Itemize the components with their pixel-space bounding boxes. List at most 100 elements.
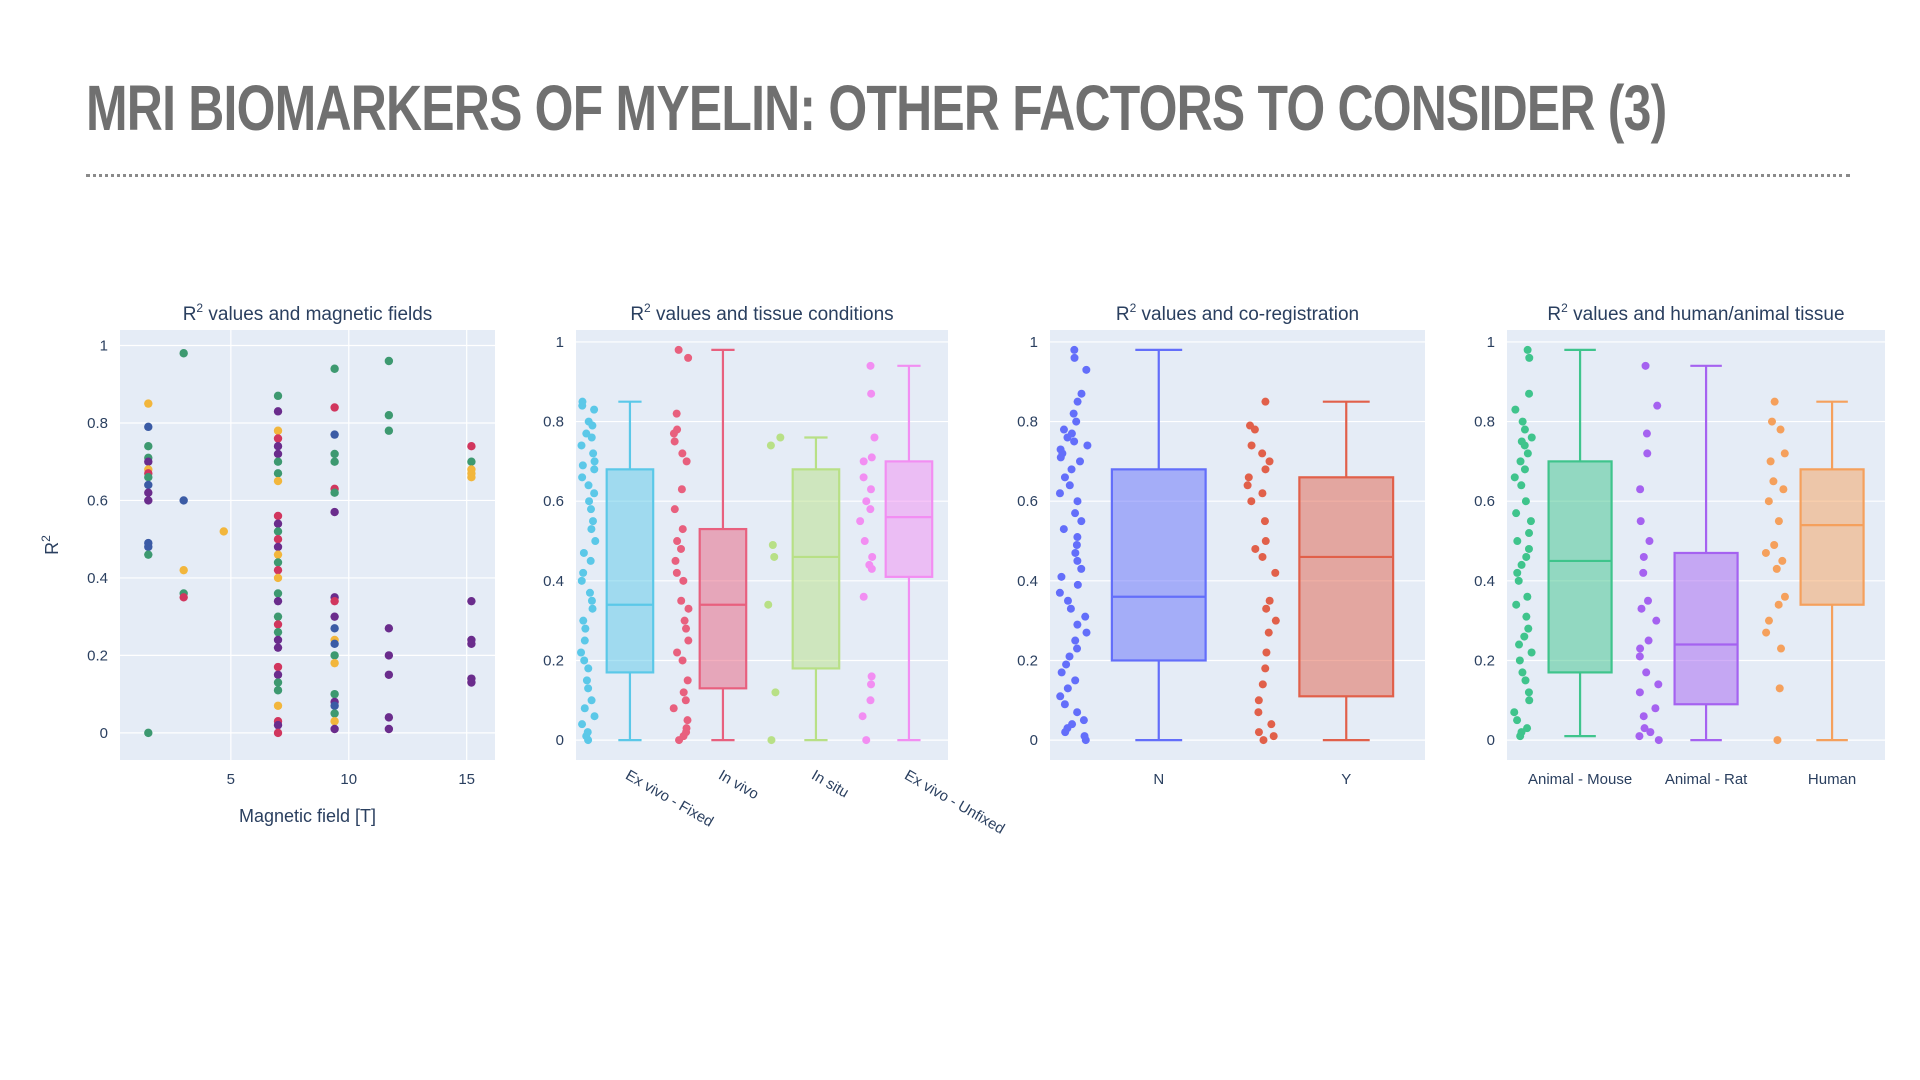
data-point [1063,596,1072,605]
data-point [1520,425,1529,434]
chart-title: R2 values and co-registration [1116,301,1359,325]
data-point [330,449,339,459]
data-point [1510,708,1519,717]
data-point [273,457,283,466]
data-point [1522,552,1531,561]
data-point [672,568,681,577]
data-point [384,411,394,420]
data-point [1056,453,1065,462]
chart-co-registration: 0 0.2 0.4 0.6 0.8 1 R2 values and co-registrat… [1017,301,1425,788]
data-point [584,481,593,490]
data-point [1254,728,1263,737]
box-body [1799,468,1865,606]
data-point [1764,497,1773,506]
data-point [577,576,586,585]
data-point [1525,696,1534,705]
data-point [584,684,593,693]
data-point [587,525,596,534]
y-tick-label: 0.4 [87,570,108,587]
data-point [273,550,283,559]
data-point [273,670,283,679]
data-point [585,497,594,506]
data-point [866,361,875,370]
data-point [330,639,339,648]
data-point [1260,517,1269,526]
data-point [1247,441,1256,450]
data-point [868,552,877,561]
box-body [605,468,655,674]
data-point [1776,425,1785,434]
data-point [1514,576,1523,585]
data-point [384,426,394,435]
data-point [330,507,339,517]
data-point [677,596,686,605]
data-point [675,736,684,745]
y-tick-label: 0.6 [87,492,108,509]
data-point [1653,401,1662,410]
data-point [273,558,283,567]
data-point [1779,485,1788,494]
data-point [1081,612,1090,621]
data-point [586,556,595,565]
data-point [1265,457,1274,466]
data-point [1524,624,1533,633]
data-point [384,651,394,660]
data-point [273,442,283,451]
chart-title: R2 values and magnetic fields [183,301,433,325]
data-point [1521,676,1530,685]
data-point [1636,517,1645,526]
data-point [1073,620,1082,629]
data-point [588,517,597,526]
data-point [590,465,599,474]
data-point [767,736,776,745]
data-point [1057,572,1066,581]
data-point [770,552,779,561]
data-point [1780,592,1789,601]
data-point [580,656,589,665]
y-tick-label: 0.4 [1017,573,1038,590]
data-point [330,689,339,699]
data-point [1520,465,1529,474]
data-point [273,511,283,521]
y-tick-label: 0.2 [1474,652,1495,669]
data-point [1520,441,1529,450]
data-point [1774,517,1783,526]
data-point [1527,433,1536,442]
box-body [1547,460,1613,674]
data-point [1258,552,1267,561]
data-point [273,678,283,687]
data-point [1072,541,1081,549]
data-point [588,604,597,613]
data-point [219,527,228,536]
y-tick-label: 0.2 [543,652,564,669]
data-point [1640,724,1649,733]
data-point [866,696,875,705]
box-body [1298,476,1395,698]
data-point [1515,640,1524,649]
data-point [856,517,865,526]
data-point [273,519,283,528]
data-point [1071,509,1080,518]
title-part: values and human/animal tissue [1568,304,1845,325]
data-point [590,405,599,414]
data-point [144,480,153,490]
y-tick-label: 0.2 [1017,652,1038,669]
data-point [273,534,283,544]
chart-human-animal-tissue: 0 0.2 0.4 0.6 0.8 1 R2 values and human/animal… [1474,301,1885,788]
category-label: N [1153,771,1164,788]
y-tick-label: 1 [100,337,108,354]
data-point [1635,652,1644,661]
data-point [273,476,283,486]
x-tick-label: 15 [458,771,475,788]
data-point [590,457,599,466]
data-point [330,709,339,718]
data-point [1261,465,1270,474]
y-tick-label: 0.8 [87,415,108,432]
data-point [144,542,153,552]
data-point [273,701,283,710]
data-point [1525,529,1534,538]
data-point [679,688,688,697]
data-point [1527,648,1536,657]
data-point [579,616,588,625]
data-point [683,716,692,725]
